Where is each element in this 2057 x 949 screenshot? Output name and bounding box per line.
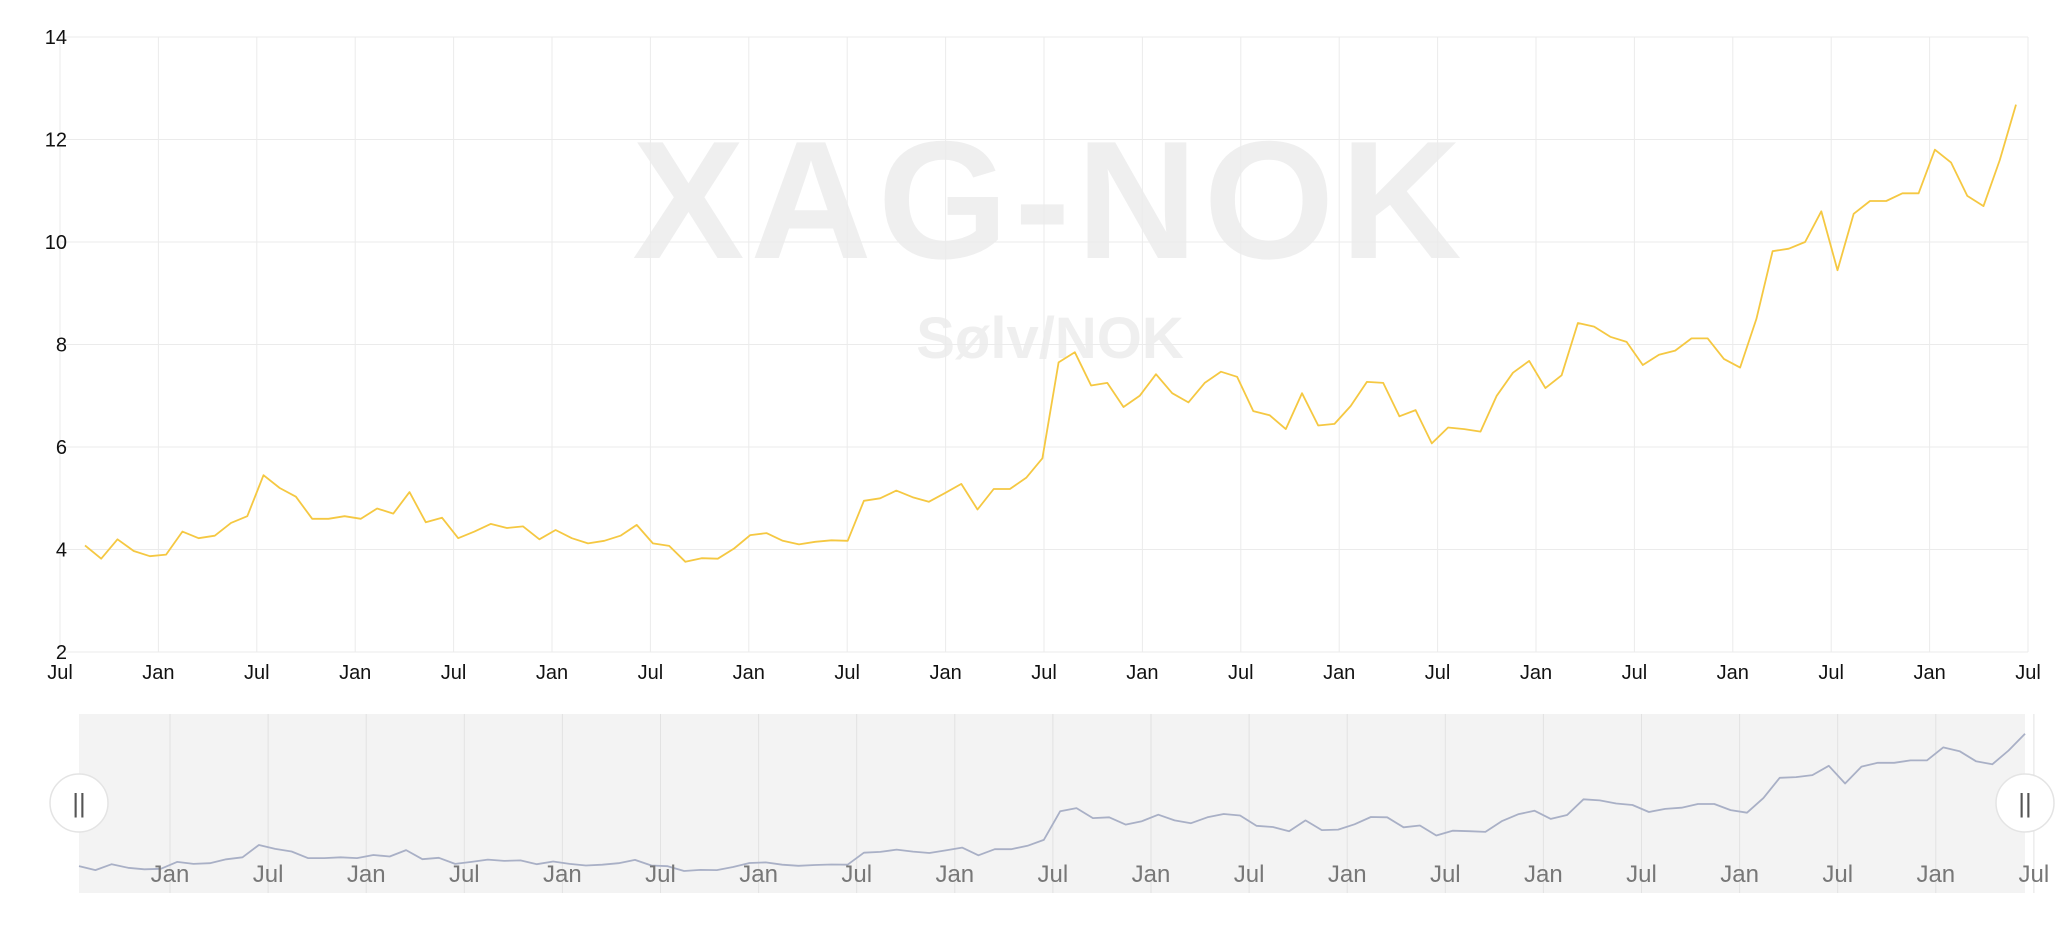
x-tick-label: Jan (929, 662, 961, 684)
y-tick-label: 2 (56, 642, 67, 664)
navigator-label: Jan (1916, 861, 1955, 888)
navigator-label: Jan (1524, 861, 1563, 888)
navigator-label: Jan (347, 861, 386, 888)
x-tick-label: Jul (1622, 662, 1648, 684)
y-tick-label: 6 (56, 437, 67, 459)
price-line (84, 104, 2017, 563)
x-tick-label: Jan (142, 662, 174, 684)
x-tick-label: Jul (834, 662, 860, 684)
handle-circle (1995, 773, 2055, 833)
navigator-label: Jul (841, 861, 872, 888)
y-tick-label: 10 (45, 232, 67, 254)
navigator-label: Jul (449, 861, 480, 888)
watermark-symbol: XAG-NOK (632, 106, 1467, 294)
navigator[interactable]: Jan Jul Jan Jul Jan Jul Jan Jul Jan Jul Jan Jul Jan J… (49, 714, 2057, 893)
x-tick-label: Jan (339, 662, 371, 684)
y-tick-label: 12 (45, 130, 67, 152)
navigator-right-handle[interactable]: || (1995, 773, 2055, 833)
navigator-label: Jan (151, 861, 190, 888)
navigator-label: Jul (253, 861, 284, 888)
y-tick-label: 14 (45, 27, 67, 49)
x-tick-label: Jul (47, 662, 73, 684)
x-tick-label: Jul (1031, 662, 1057, 684)
navigator-label: Jul (1822, 861, 1853, 888)
navigator-label: Jul (1430, 861, 1461, 888)
x-tick-label: Jul (1228, 662, 1254, 684)
x-tick-label: Jan (536, 662, 568, 684)
x-tick-label: Jul (638, 662, 664, 684)
watermark-name: Sølv/NOK (916, 306, 1184, 371)
navigator-label: Jan (935, 861, 974, 888)
x-tick-label: Jan (1126, 662, 1158, 684)
navigator-label: Jan (1328, 861, 1367, 888)
navigator-label: Jan (1132, 861, 1171, 888)
navigator-label: Jul (1234, 861, 1265, 888)
watermark: XAG-NOK Sølv/NOK (632, 106, 1467, 371)
navigator-label: Jan (543, 861, 582, 888)
x-axis: Jul Jan Jul Jan Jul Jan Jul Jan Jul Jan Jul Jan Jul J… (47, 662, 2041, 684)
navigator-line (78, 733, 2026, 872)
navigator-left-handle[interactable]: || (49, 773, 109, 833)
navigator-label: Jan (1720, 861, 1759, 888)
x-tick-label: Jul (441, 662, 467, 684)
y-tick-label: 4 (56, 540, 67, 562)
x-tick-label: Jan (1913, 662, 1945, 684)
x-tick-label: Jul (244, 662, 270, 684)
navigator-label: Jul (2019, 861, 2050, 888)
pause-bars-icon: || (2018, 788, 2032, 818)
handle-circle (49, 773, 109, 833)
x-tick-label: Jul (1818, 662, 1844, 684)
x-tick-label: Jul (2015, 662, 2041, 684)
main-series (84, 104, 2017, 563)
x-tick-label: Jan (1717, 662, 1749, 684)
navigator-label: Jul (1038, 861, 1069, 888)
pause-bars-icon: || (72, 788, 86, 818)
x-tick-label: Jan (1323, 662, 1355, 684)
navigator-label: Jul (1626, 861, 1657, 888)
grid (59, 36, 2029, 653)
navigator-label: Jul (645, 861, 676, 888)
y-axis: 2 4 6 8 10 12 14 (45, 27, 67, 664)
x-tick-label: Jul (1425, 662, 1451, 684)
x-tick-label: Jan (1520, 662, 1552, 684)
navigator-label: Jan (739, 861, 778, 888)
x-tick-label: Jan (733, 662, 765, 684)
y-tick-label: 8 (56, 335, 67, 357)
